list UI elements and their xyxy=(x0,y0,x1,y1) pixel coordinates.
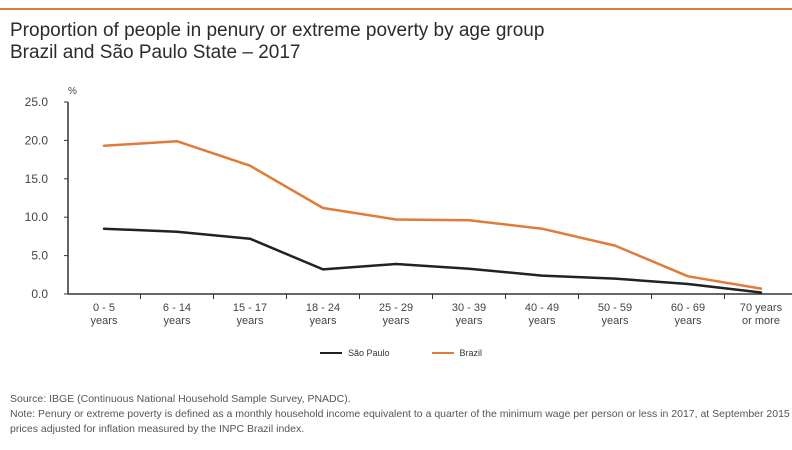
series-line-brazil xyxy=(102,139,763,290)
x-tick-label-line: 70 years xyxy=(740,302,783,314)
x-tick-label: 6 - 14 years xyxy=(163,302,191,327)
y-tick-label: 15.0 xyxy=(25,172,49,186)
y-tick-label: 25.0 xyxy=(25,95,49,109)
chart-legend: São Paulo Brazil xyxy=(320,348,482,358)
x-tick-label-line: 50 - 59 xyxy=(598,302,632,314)
x-tick-label-line: 60 - 69 xyxy=(671,302,705,314)
chart-title: Proportion of people in penury or extrem… xyxy=(10,20,544,64)
footnote: Source: IBGE (Continuous National Househ… xyxy=(10,392,792,450)
x-tick-label-line: years xyxy=(237,315,264,327)
x-tick-label-line: years xyxy=(529,315,556,327)
x-tick-label-line: years xyxy=(310,315,337,327)
x-tick-label-line: years xyxy=(383,315,410,327)
x-tick-label-line: 25 - 29 xyxy=(379,302,413,314)
source-text: Source: IBGE (Continuous National Househ… xyxy=(10,393,351,405)
x-tick-label-line: years xyxy=(164,315,191,327)
x-tick-label: 40 - 49 years xyxy=(525,302,559,327)
y-axis-unit-label: % xyxy=(68,86,77,97)
y-tick-label: 0.0 xyxy=(31,287,48,301)
x-tick-label-line: 0 - 5 xyxy=(93,302,115,314)
chart-title-line-2: Brazil and São Paulo State – 2017 xyxy=(10,42,301,63)
x-tick-label: 70 years or more xyxy=(740,302,783,327)
x-tick-label-line: 18 - 24 xyxy=(306,302,340,314)
x-tick-label-line: 30 - 39 xyxy=(452,302,486,314)
y-tick-label: 5.0 xyxy=(31,249,48,263)
x-tick-label-line: 40 - 49 xyxy=(525,302,559,314)
legend-item-sao-paulo: São Paulo xyxy=(320,348,390,358)
x-tick-label: 50 - 59 years xyxy=(598,302,632,327)
x-tick-label: 15 - 17 years xyxy=(233,302,267,327)
x-tick-label-line: years xyxy=(675,315,702,327)
x-tick-label-line: years xyxy=(91,315,118,327)
note-text: Note: Penury or extreme poverty is defin… xyxy=(10,408,790,435)
x-tick-label: 25 - 29 years xyxy=(379,302,413,327)
x-tick-label: 0 - 5 years xyxy=(91,302,118,327)
x-tick-label-line: 6 - 14 xyxy=(163,302,191,314)
x-tick-label-line: years xyxy=(602,315,629,327)
legend-label-brazil: Brazil xyxy=(459,348,483,358)
x-tick-label-line: years xyxy=(456,315,483,327)
legend-label-sao-paulo: São Paulo xyxy=(348,348,390,358)
legend-swatch-brazil xyxy=(431,351,454,355)
chart-title-line-1: Proportion of people in penury or extrem… xyxy=(10,20,545,41)
x-tick-label: 60 - 69 years xyxy=(671,302,705,327)
top-accent-rule xyxy=(0,8,792,10)
legend-swatch-sao-paulo xyxy=(320,351,342,355)
x-tick-label: 18 - 24 years xyxy=(306,302,340,327)
x-tick-label-line: or more xyxy=(742,315,780,327)
y-tick-label: 10.0 xyxy=(25,210,49,224)
series-line-sao-paulo xyxy=(102,227,763,294)
x-tick-label-line: 15 - 17 xyxy=(233,302,267,314)
legend-item-brazil: Brazil xyxy=(431,348,483,358)
y-tick-label: 20.0 xyxy=(25,133,49,147)
x-tick-label: 30 - 39 years xyxy=(452,302,486,327)
